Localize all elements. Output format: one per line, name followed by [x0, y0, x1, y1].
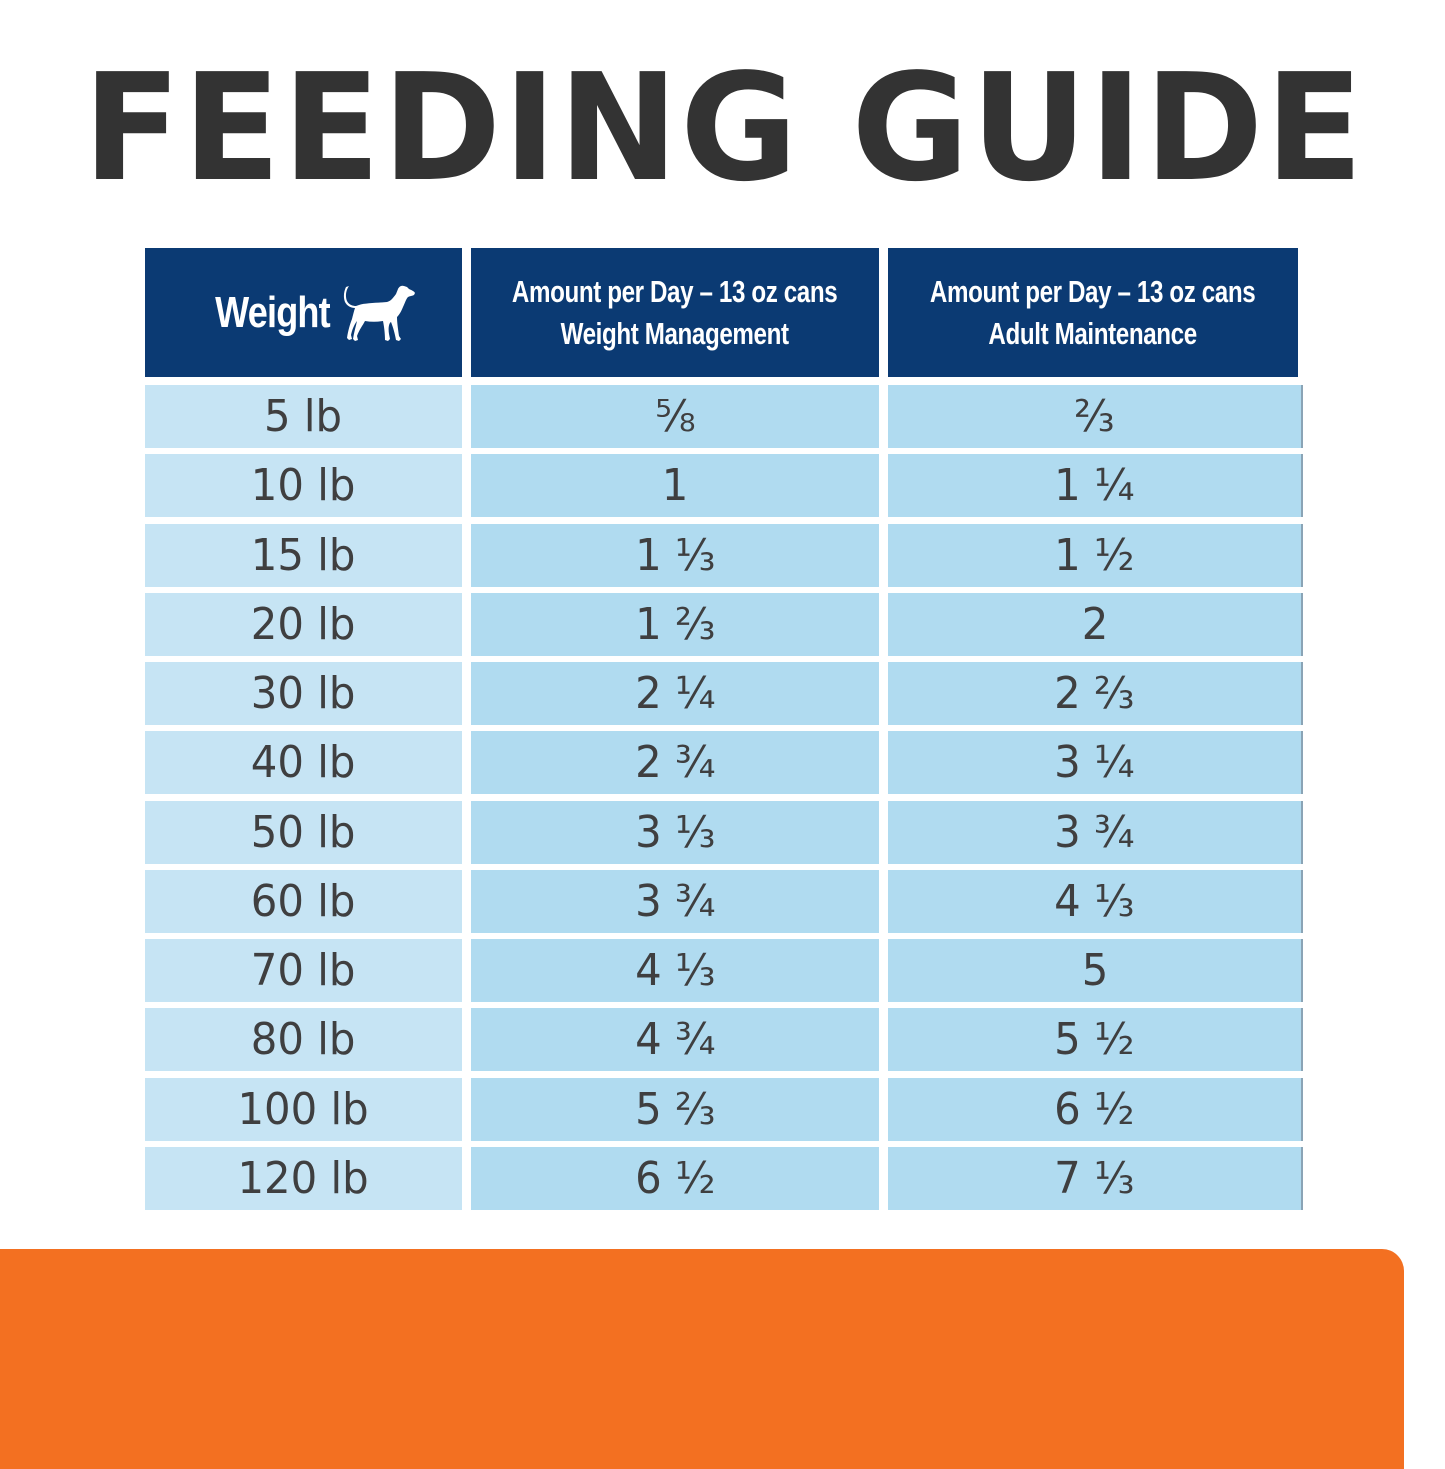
cell-weight-value: 40 lb [251, 737, 356, 788]
header-adult-maintenance-line1: Amount per Day – 13 oz cans [930, 273, 1256, 309]
cell-weight-management-value: 4 ⅓ [634, 945, 716, 996]
cell-weight-management-value: 3 ¾ [634, 876, 716, 927]
cell-adult-maintenance: 1 ½ [888, 524, 1303, 587]
cell-adult-maintenance: 2 [888, 593, 1303, 656]
accent-panel [0, 1249, 1404, 1469]
header-weight-label: Weight [214, 287, 330, 337]
cell-weight-management: 4 ⅓ [471, 939, 879, 1002]
cell-weight-value: 30 lb [251, 668, 356, 719]
cell-weight-management-value: 1 ⅓ [634, 530, 716, 581]
cell-adult-maintenance: 6 ½ [888, 1078, 1303, 1141]
cell-weight-management-value: 4 ¾ [634, 1014, 716, 1065]
cell-adult-maintenance-value: 3 ¾ [1054, 807, 1135, 858]
cell-weight: 50 lb [145, 801, 462, 864]
header-weight-management: Amount per Day – 13 oz cans Weight Manag… [471, 248, 879, 377]
cell-weight-management-value: 2 ¼ [634, 668, 716, 719]
cell-adult-maintenance-value: 4 ⅓ [1054, 876, 1135, 927]
cell-weight: 40 lb [145, 731, 462, 794]
cell-weight-value: 5 lb [264, 391, 343, 442]
cell-weight-management: 1 ⅓ [471, 524, 879, 587]
cell-weight-management-value: 3 ⅓ [634, 807, 716, 858]
dog-icon [344, 285, 416, 341]
page-title-text: FEEDING GUIDE [83, 42, 1365, 214]
cell-weight-management: 2 ¾ [471, 731, 879, 794]
cell-weight-management: 5 ⅔ [471, 1078, 879, 1141]
cell-weight-value: 100 lb [237, 1084, 370, 1135]
cell-weight-value: 20 lb [251, 599, 356, 650]
cell-weight-value: 10 lb [251, 460, 356, 511]
cell-weight-management-value: 5 ⅔ [634, 1084, 716, 1135]
cell-weight: 10 lb [145, 454, 462, 517]
cell-weight-management-value: ⅝ [654, 391, 696, 442]
cell-weight: 100 lb [145, 1078, 462, 1141]
cell-adult-maintenance-value: 3 ¼ [1054, 737, 1135, 788]
cell-weight: 15 lb [145, 524, 462, 587]
cell-weight-value: 80 lb [251, 1014, 356, 1065]
cell-weight: 5 lb [145, 385, 462, 448]
cell-weight: 30 lb [145, 662, 462, 725]
cell-adult-maintenance-value: 7 ⅓ [1054, 1153, 1135, 1204]
cell-weight-value: 50 lb [251, 807, 356, 858]
cell-weight-management: 1 [471, 454, 879, 517]
cell-weight-value: 120 lb [237, 1153, 370, 1204]
cell-weight-management: 4 ¾ [471, 1008, 879, 1071]
cell-adult-maintenance-value: 2 [1081, 599, 1108, 650]
cell-weight-value: 60 lb [251, 876, 356, 927]
cell-adult-maintenance-value: 2 ⅔ [1054, 668, 1135, 719]
cell-weight-management: ⅝ [471, 385, 879, 448]
cell-adult-maintenance-value: 1 ½ [1054, 530, 1135, 581]
cell-weight-management: 3 ¾ [471, 870, 879, 933]
header-weight: Weight [145, 248, 462, 377]
page-title: FEEDING GUIDE [83, 48, 1365, 208]
cell-adult-maintenance: 2 ⅔ [888, 662, 1303, 725]
cell-weight: 20 lb [145, 593, 462, 656]
cell-weight-management: 3 ⅓ [471, 801, 879, 864]
header-weight-management-line1: Amount per Day – 13 oz cans [512, 273, 838, 309]
cell-weight-value: 15 lb [251, 530, 356, 581]
cell-adult-maintenance: 4 ⅓ [888, 870, 1303, 933]
cell-weight: 120 lb [145, 1147, 462, 1210]
cell-weight-management-value: 2 ¾ [634, 737, 716, 788]
cell-weight: 80 lb [145, 1008, 462, 1071]
cell-weight-management-value: 6 ½ [634, 1153, 716, 1204]
cell-weight: 70 lb [145, 939, 462, 1002]
cell-adult-maintenance: 5 ½ [888, 1008, 1303, 1071]
header-adult-maintenance: Amount per Day – 13 oz cans Adult Mainte… [888, 248, 1298, 377]
cell-adult-maintenance-value: 6 ½ [1054, 1084, 1135, 1135]
header-adult-maintenance-line2: Adult Maintenance [988, 315, 1198, 351]
cell-adult-maintenance: 1 ¼ [888, 454, 1303, 517]
cell-adult-maintenance-value: 5 ½ [1054, 1014, 1135, 1065]
cell-adult-maintenance: ⅔ [888, 385, 1303, 448]
cell-weight-management-value: 1 ⅔ [634, 599, 716, 650]
cell-adult-maintenance-value: 5 [1081, 945, 1108, 996]
cell-weight-value: 70 lb [251, 945, 356, 996]
cell-adult-maintenance: 3 ¼ [888, 731, 1303, 794]
cell-weight-management: 1 ⅔ [471, 593, 879, 656]
cell-adult-maintenance-value: ⅔ [1074, 391, 1115, 442]
cell-weight: 60 lb [145, 870, 462, 933]
cell-adult-maintenance: 5 [888, 939, 1303, 1002]
cell-weight-management: 2 ¼ [471, 662, 879, 725]
cell-weight-management-value: 1 [661, 460, 689, 511]
header-weight-management-line2: Weight Management [560, 315, 790, 351]
cell-adult-maintenance-value: 1 ¼ [1054, 460, 1135, 511]
cell-adult-maintenance: 3 ¾ [888, 801, 1303, 864]
cell-adult-maintenance: 7 ⅓ [888, 1147, 1303, 1210]
cell-weight-management: 6 ½ [471, 1147, 879, 1210]
